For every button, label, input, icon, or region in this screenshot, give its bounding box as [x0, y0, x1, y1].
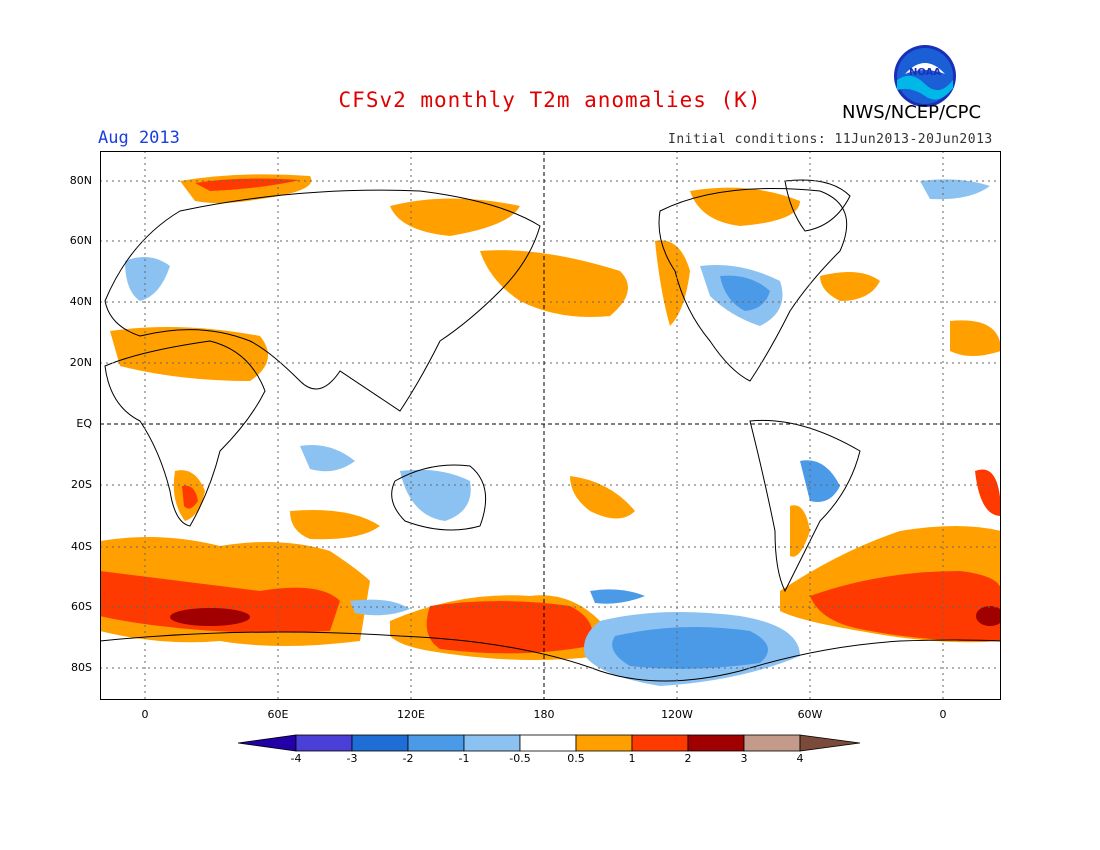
lon-label-60w: 60W [797, 708, 823, 721]
eurasia-outline [104, 189, 541, 412]
lat-label-80n: 80N [69, 174, 92, 187]
forecast-month: Aug 2013 [98, 128, 180, 148]
colorbar-label-neg3: -3 [346, 752, 358, 765]
north-pacific-warm [480, 250, 628, 317]
indian-ocean-cold [300, 445, 355, 472]
australia-outline [391, 464, 487, 531]
colorbar-segment-neutral [519, 734, 577, 752]
colorbar-label-05: 0.5 [567, 752, 585, 765]
colorbar-label-neg1: -1 [458, 752, 470, 765]
antarctic-pacific-cold-core [612, 627, 768, 669]
greenland-outline [784, 179, 851, 232]
lat-label-80s: 80S [71, 661, 92, 674]
south-pacific-strong [426, 601, 593, 654]
cold-anomaly-regions [125, 179, 990, 686]
southern-africa-core [182, 485, 198, 509]
southern-ocean-cold-patch [350, 599, 410, 616]
south-atlantic-east-strong [810, 571, 1001, 642]
north-america-outline [658, 188, 848, 382]
colorbar-segment-1-2 [631, 734, 689, 752]
europe-cold [125, 257, 170, 301]
colorbar [238, 734, 861, 752]
lat-label-60n: 60N [69, 234, 92, 247]
antarctica-outline [100, 631, 1001, 682]
canada-arctic-warm [690, 187, 800, 226]
continent-outlines [100, 179, 1001, 682]
colorbar-label-neg4: -4 [290, 752, 302, 765]
colorbar-label-neg2: -2 [402, 752, 414, 765]
south-atlantic-warm [100, 571, 340, 633]
north-america-cold-core [720, 275, 770, 311]
colorbar-segment-3-4 [743, 734, 801, 752]
logo-text: NOAA [909, 67, 941, 78]
colorbar-label-2: 2 [684, 752, 692, 765]
australia-cold [400, 469, 471, 521]
lat-label-40s: 40S [71, 540, 92, 553]
lat-label-40n: 40N [69, 295, 92, 308]
colorbar-label-3: 3 [740, 752, 748, 765]
map-title: CFSv2 monthly T2m anomalies (K) [338, 88, 762, 112]
colorbar-label-neg05: -0.5 [509, 752, 531, 765]
indian-ocean-dark-core [170, 608, 250, 626]
south-pacific-mid-warm [570, 476, 635, 519]
map-frame [100, 151, 1001, 700]
colorbar-segment-neg3-neg2 [351, 734, 409, 752]
colorbar-segment-neg1-neg05 [463, 734, 521, 752]
organization-label: NWS/NCEP/CPC [842, 102, 982, 123]
arctic-cold [920, 179, 990, 200]
lat-gridlines [100, 180, 1001, 669]
arctic-warm-europe-core [195, 178, 300, 191]
colorbar-label-1: 1 [628, 752, 636, 765]
lat-label-20s: 20S [71, 478, 92, 491]
anomaly-map [100, 151, 1001, 700]
colorbar-segment-gt-4 [799, 734, 861, 752]
south-pacific-cold-strip [590, 589, 645, 604]
lon-label-120w: 120W [661, 708, 693, 721]
lat-label-eq: EQ [76, 417, 92, 430]
colorbar-segment-05-1 [575, 734, 633, 752]
east-atlantic-warm-south [975, 469, 1001, 516]
atlantic-dark-core [976, 606, 1001, 626]
lon-label-0-east: 0 [939, 708, 947, 721]
colorbar-segment-2-3 [687, 734, 745, 752]
siberian-warm [390, 198, 520, 236]
lon-label-180: 180 [533, 708, 555, 721]
north-africa-warm [110, 327, 268, 381]
lon-label-120e: 120E [397, 708, 425, 721]
south-america-warm [790, 505, 810, 557]
colorbar-segment-lt-neg4 [238, 734, 297, 752]
colorbar-segment-neg4-neg3 [295, 734, 353, 752]
lat-label-20n: 20N [69, 356, 92, 369]
west-africa-europe-east [950, 320, 1001, 356]
noaa-logo: NOAA [893, 44, 957, 108]
lon-label-60e: 60E [267, 708, 289, 721]
colorbar-label-4: 4 [796, 752, 804, 765]
warm-anomaly-regions [100, 174, 1001, 660]
initial-conditions: Initial conditions: 11Jun2013-20Jun2013 [668, 132, 993, 147]
lon-gridlines [144, 151, 944, 700]
north-atlantic-warm [820, 272, 880, 301]
colorbar-segment-neg2-neg1 [407, 734, 465, 752]
lat-label-60s: 60S [71, 600, 92, 613]
lon-label-0: 0 [141, 708, 149, 721]
south-america-outline [749, 419, 861, 593]
indian-ocean-mid-warm [290, 510, 380, 540]
western-north-america-warm [655, 240, 690, 326]
